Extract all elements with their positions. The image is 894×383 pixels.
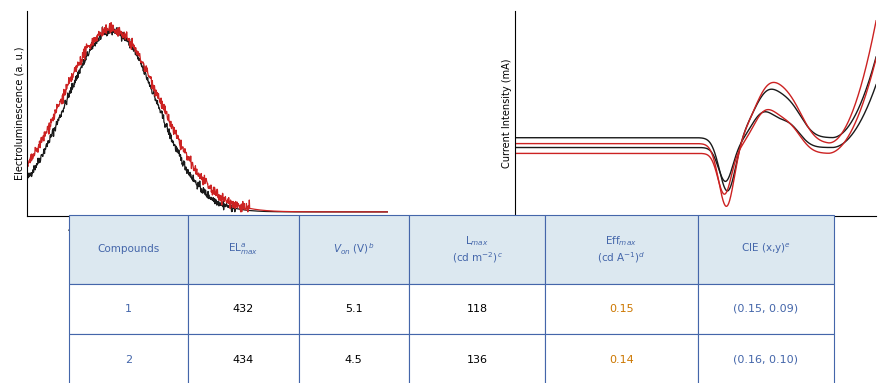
X-axis label: Wavelength (nm): Wavelength (nm) (163, 241, 252, 251)
Y-axis label: Electroluminescence (a. u.): Electroluminescence (a. u.) (14, 47, 24, 180)
X-axis label: Potential (V vs Ag/Ag⁺): Potential (V vs Ag/Ag⁺) (636, 241, 755, 251)
Y-axis label: Current Intensity (mA): Current Intensity (mA) (502, 59, 512, 168)
